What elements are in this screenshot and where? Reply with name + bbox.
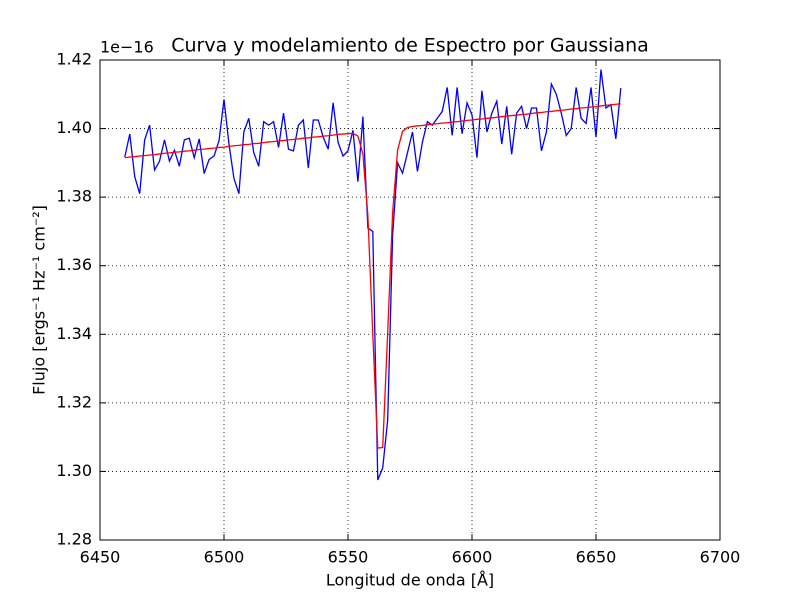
y-tick-label: 1.40 [56, 118, 92, 137]
x-axis-label: Longitud de onda [Å] [326, 571, 494, 590]
y-tick-label: 1.36 [56, 255, 92, 274]
x-tick-label: 6500 [204, 548, 245, 567]
y-tick-label: 1.42 [56, 50, 92, 69]
y-axis-label: Flujo [ergs⁻¹ Hz⁻¹ cm⁻²] [30, 205, 49, 395]
data-line [124, 103, 621, 449]
y-tick-label: 1.34 [56, 324, 92, 343]
data-line [124, 69, 622, 481]
x-tick-label: 6600 [452, 548, 493, 567]
y-offset-label: 1e−16 [100, 38, 154, 57]
plot-frame [99, 59, 721, 541]
x-tick-label: 6550 [328, 548, 369, 567]
chart-title: Curva y modelamiento de Espectro por Gau… [171, 35, 649, 57]
y-tick-label: 1.32 [56, 392, 92, 411]
y-tick-label: 1.30 [56, 461, 92, 480]
x-tick-label: 6700 [700, 548, 741, 567]
y-tick-label: 1.28 [56, 530, 92, 549]
y-tick-label: 1.38 [56, 187, 92, 206]
x-tick-label: 6650 [576, 548, 617, 567]
x-tick-label: 6450 [80, 548, 121, 567]
